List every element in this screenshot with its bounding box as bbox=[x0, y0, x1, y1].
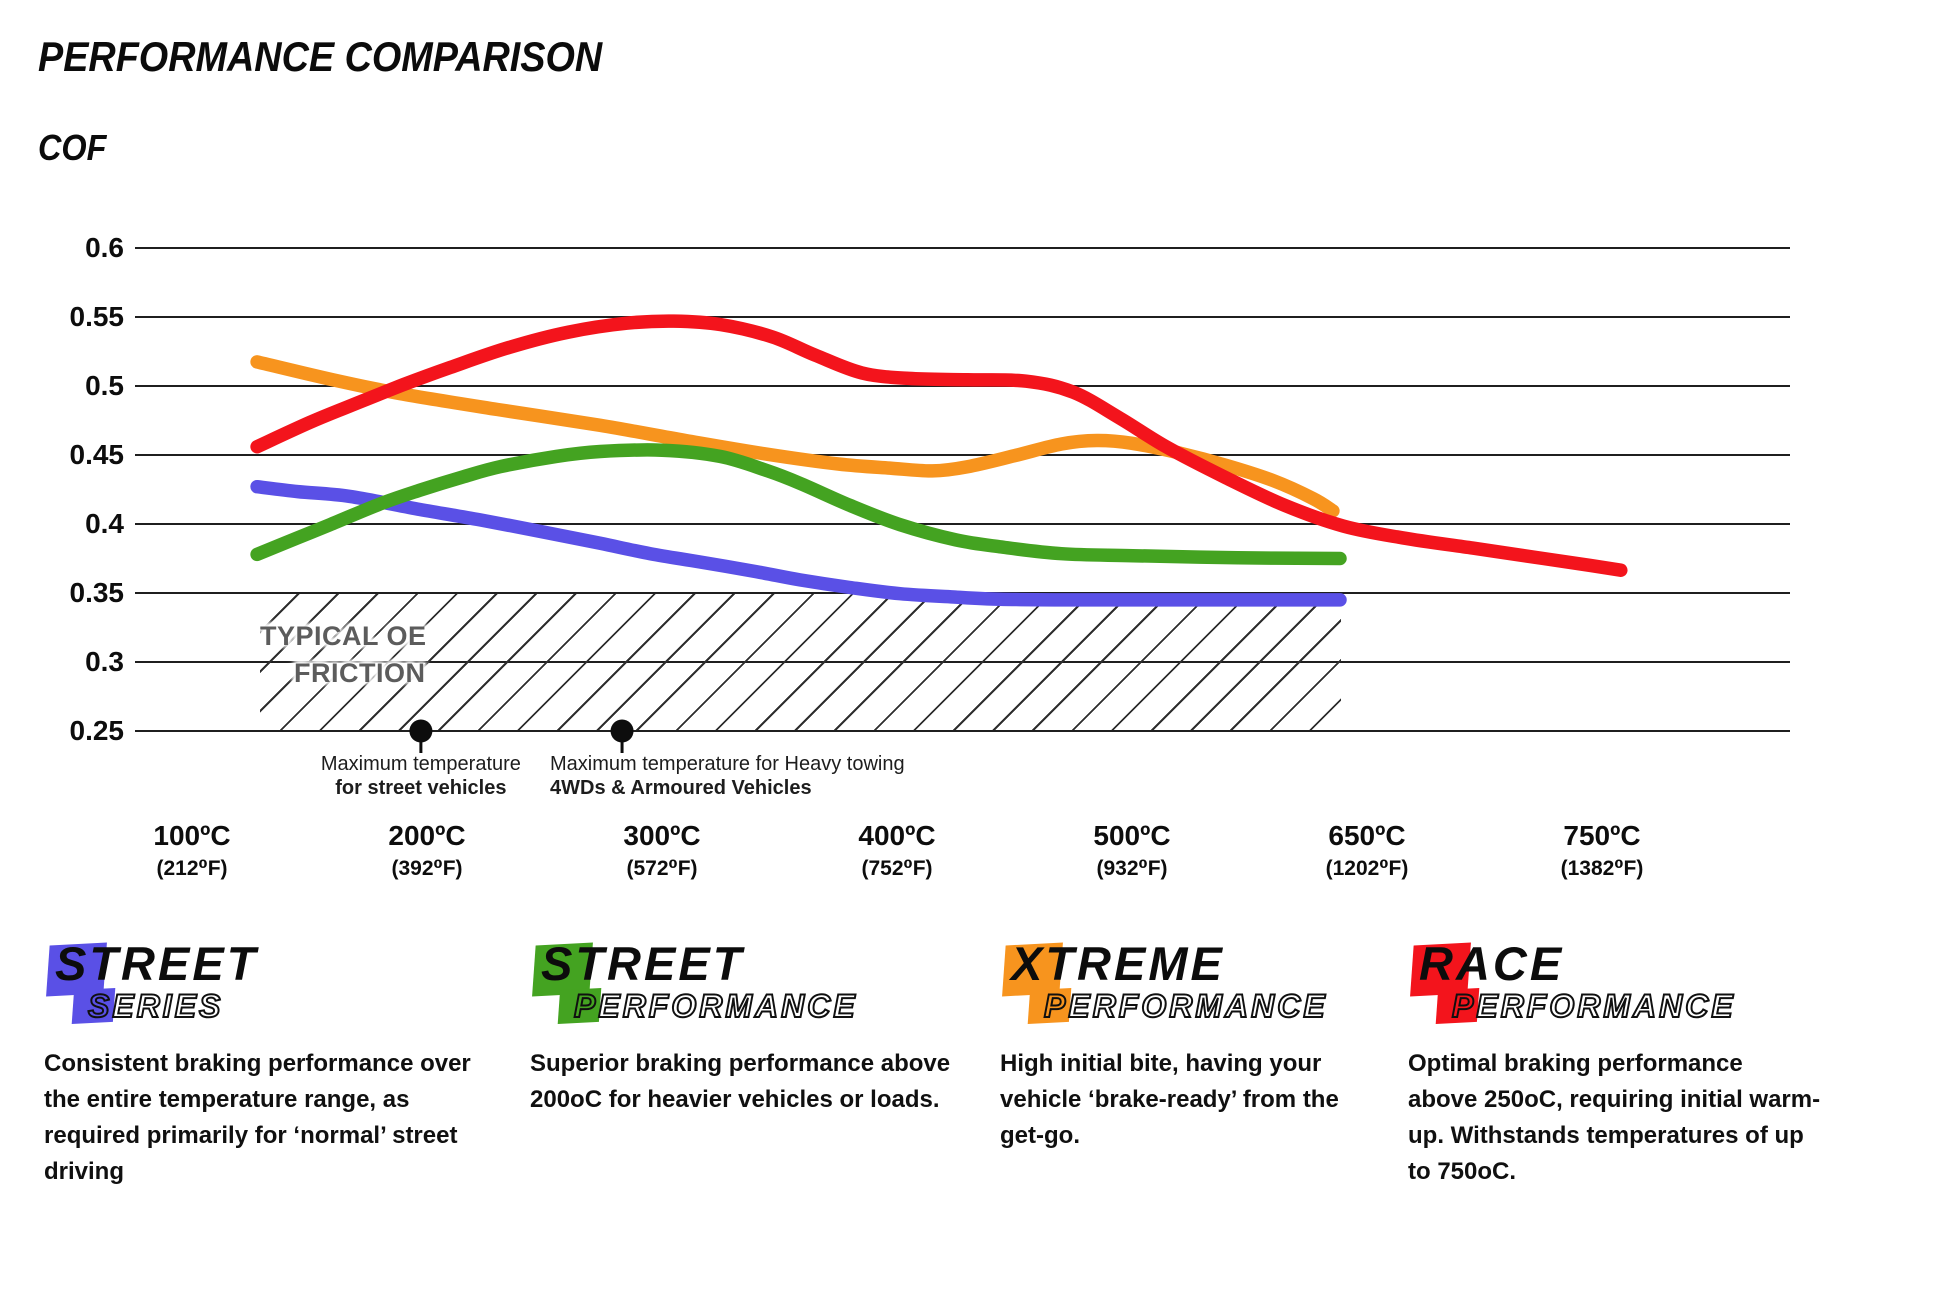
y-tick-label: 0.35 bbox=[69, 577, 125, 608]
annotation-line1: Maximum temperature for Heavy towing bbox=[550, 753, 905, 775]
x-tick-label-celsius: 500ºC bbox=[1093, 820, 1171, 851]
logo-word2: PERFORMANCE bbox=[573, 988, 858, 1024]
legend-description: Consistent braking performance over the e… bbox=[44, 1046, 471, 1190]
logo-word2: PERFORMANCE bbox=[1043, 988, 1328, 1024]
annotation-line2: for street vehicles bbox=[335, 777, 507, 799]
typical-oe-friction-line1: TYPICAL OE bbox=[260, 621, 427, 651]
legend-description-line: High initial bite, having your bbox=[1000, 1050, 1322, 1077]
x-tick-label-celsius: 650ºC bbox=[1328, 820, 1406, 851]
x-tick-label-celsius: 100ºC bbox=[153, 820, 231, 851]
annotation-street-vehicles: Maximum temperature for street vehicles bbox=[201, 752, 641, 800]
legend-description-line: Optimal braking performance bbox=[1408, 1050, 1743, 1077]
logo-word1: RACE bbox=[1419, 937, 1565, 990]
legend-description-line: above 250oC, requiring initial warm- bbox=[1408, 1086, 1821, 1113]
y-axis-title: COF bbox=[38, 127, 107, 168]
x-tick-label-celsius: 300ºC bbox=[623, 820, 701, 851]
x-tick-label-celsius: 750ºC bbox=[1563, 820, 1641, 851]
x-tick-label-fahrenheit: (392⁰F) bbox=[391, 857, 463, 880]
y-tick-label: 0.4 bbox=[85, 508, 124, 539]
x-tick-label-celsius: 200ºC bbox=[388, 820, 466, 851]
curve-race-performance bbox=[250, 314, 1628, 577]
annotation-heavy-towing: Maximum temperature for Heavy towing 4WDs… bbox=[550, 752, 1010, 800]
x-tick-label-fahrenheit: (932⁰F) bbox=[1096, 857, 1168, 880]
x-tick-label-fahrenheit: (212⁰F) bbox=[156, 857, 228, 880]
gridline bbox=[135, 454, 1790, 456]
oe-friction-band bbox=[259, 594, 1341, 730]
gridline bbox=[135, 523, 1790, 525]
legend-description-line: up. Withstands temperatures of up bbox=[1408, 1122, 1804, 1149]
legend-description: Optimal braking performance above 250oC, … bbox=[1408, 1046, 1820, 1190]
annotation-line1: Maximum temperature bbox=[320, 753, 521, 775]
x-tick-label-fahrenheit: (572⁰F) bbox=[626, 857, 698, 880]
typical-oe-friction-line2: FRICTION bbox=[294, 658, 426, 688]
y-tick-label: 0.5 bbox=[85, 370, 124, 401]
legend-description-line: get-go. bbox=[1000, 1122, 1080, 1149]
typical-oe-friction-label: TYPICAL OE FRICTION bbox=[260, 618, 427, 692]
legend-description-line: 200oC for heavier vehicles or loads. bbox=[530, 1086, 940, 1113]
legend-description-line: Superior braking performance above bbox=[530, 1050, 951, 1077]
legend-description-line: required primarily for ‘normal’ street bbox=[44, 1122, 458, 1149]
page-title: PERFORMANCE COMPARISON bbox=[38, 33, 603, 80]
legend-description-line: Consistent braking performance over bbox=[44, 1050, 471, 1077]
x-tick-label-fahrenheit: (1202⁰F) bbox=[1325, 857, 1409, 880]
x-tick-label-fahrenheit: (1382⁰F) bbox=[1560, 857, 1644, 880]
legend-description: Superior braking performance above 200oC … bbox=[530, 1046, 950, 1118]
annotation-line2: 4WDs & Armoured Vehicles bbox=[550, 777, 812, 799]
logo-word1: STREET bbox=[541, 937, 745, 990]
logo-word1: XTREME bbox=[1011, 937, 1225, 990]
logo-word2: SERIES bbox=[87, 988, 224, 1024]
gridline bbox=[135, 730, 1790, 732]
max-temp-dot-1 bbox=[610, 719, 634, 743]
legend-description-line: vehicle ‘brake-ready’ from the bbox=[1000, 1086, 1339, 1113]
x-tick-label-celsius: 400ºC bbox=[858, 820, 936, 851]
gridline bbox=[135, 316, 1790, 318]
y-tick-label: 0.3 bbox=[85, 646, 124, 677]
curve-street-performance bbox=[250, 443, 1347, 566]
legend-description-line: to 750oC. bbox=[1408, 1158, 1517, 1185]
y-tick-label: 0.6 bbox=[85, 232, 124, 263]
y-tick-label: 0.45 bbox=[69, 439, 125, 470]
curve-street-series bbox=[250, 479, 1347, 607]
x-tick-label-fahrenheit: (752⁰F) bbox=[861, 857, 933, 880]
legend-description-line: the entire temperature range, as bbox=[44, 1086, 410, 1113]
y-tick-label: 0.25 bbox=[69, 715, 125, 746]
max-temp-dot-0 bbox=[409, 719, 433, 743]
logo-word1: STREET bbox=[55, 937, 259, 990]
gridline bbox=[135, 247, 1790, 249]
logo-word2: PERFORMANCE bbox=[1451, 988, 1736, 1024]
legend-description: High initial bite, having your vehicle ‘b… bbox=[1000, 1046, 1339, 1154]
y-tick-label: 0.55 bbox=[69, 301, 125, 332]
legend-description-line: driving bbox=[44, 1158, 125, 1185]
curve-xtreme-performance bbox=[250, 355, 1340, 518]
